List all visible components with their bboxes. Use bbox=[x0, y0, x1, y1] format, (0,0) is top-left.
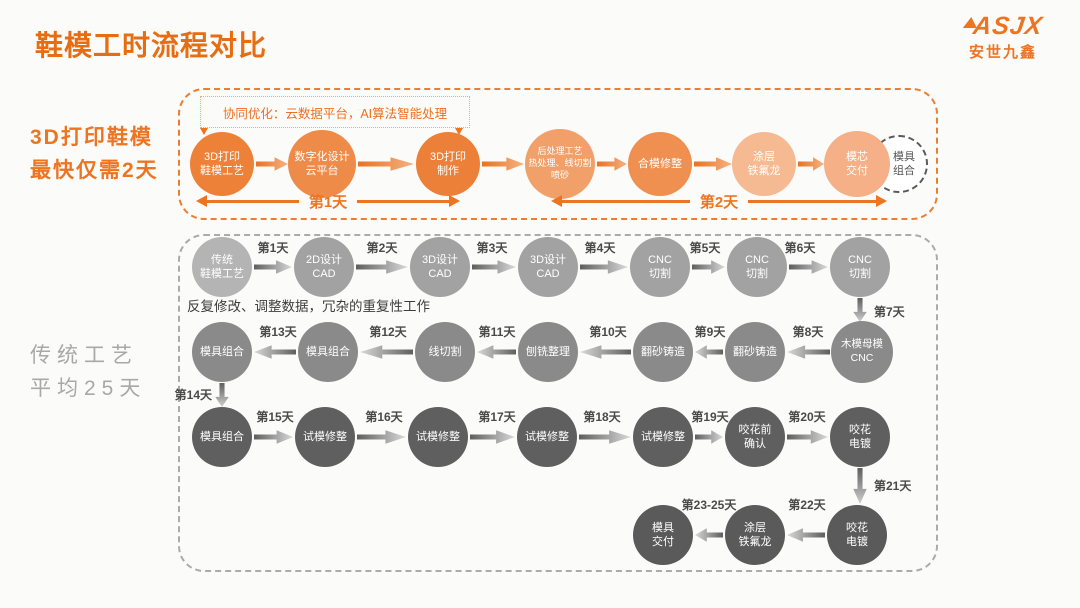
logo-mark-icon: ASJX bbox=[946, 12, 1060, 40]
trad-step: 涂层 铁氟龙 bbox=[725, 505, 785, 565]
trad-step: 试模修整 bbox=[517, 407, 577, 467]
arrow-right-icon bbox=[876, 195, 887, 207]
day-label: 第9天 bbox=[694, 325, 726, 339]
print-callout: 协同优化：云数据平台，AI算法智能处理 bbox=[200, 96, 470, 128]
company-logo: ASJX 安世九鑫 bbox=[946, 12, 1060, 62]
day2-range-arrow: 第2天 bbox=[551, 193, 887, 211]
day1-range-arrow: 第1天 bbox=[196, 193, 460, 211]
day-label: 第5天 bbox=[689, 241, 721, 255]
trad-step: CNC 切割 bbox=[830, 237, 890, 297]
trad-step: 刨铣整理 bbox=[518, 322, 578, 382]
trad-step: 咬花 电镀 bbox=[827, 505, 887, 565]
trad-step: 模具组合 bbox=[298, 322, 358, 382]
arrow-left-icon bbox=[551, 195, 562, 207]
trad-step: 线切割 bbox=[415, 322, 475, 382]
day-label: 第7天 bbox=[874, 305, 905, 319]
day-label: 第3天 bbox=[476, 241, 508, 255]
trad-step: 传统 鞋模工艺 bbox=[192, 237, 252, 297]
day-label: 第13天 bbox=[259, 325, 297, 339]
day-label: 第16天 bbox=[365, 410, 403, 424]
trad-step: 试模修整 bbox=[633, 407, 693, 467]
print-step-3: 3D打印 制作 bbox=[416, 132, 480, 196]
print-step-5: 合模修整 bbox=[628, 132, 692, 196]
trad-step: 模具组合 bbox=[192, 322, 252, 382]
trad-step: 翻砂铸造 bbox=[633, 322, 693, 382]
print-step-1: 3D打印 鞋模工艺 bbox=[190, 132, 254, 196]
day-label: 第20天 bbox=[788, 410, 826, 424]
traditional-side-label: 传统工艺 平均25天 bbox=[30, 344, 147, 400]
trad-step: CNC 切割 bbox=[630, 237, 690, 297]
print-step-7: 模芯 交付 bbox=[824, 131, 890, 197]
trad-step: 翻砂铸造 bbox=[725, 322, 785, 382]
day-label: 第19天 bbox=[691, 410, 729, 424]
trad-step: 3D设计 CAD bbox=[518, 237, 578, 297]
day-label: 第1天 bbox=[257, 241, 289, 255]
day-label: 第10天 bbox=[589, 325, 627, 339]
day-label: 第23-25天 bbox=[681, 498, 737, 512]
day-label: 第14天 bbox=[174, 388, 212, 402]
day-label: 第12天 bbox=[369, 325, 407, 339]
print-side-label: 3D打印鞋模 最快仅需2天 bbox=[30, 126, 159, 182]
arrow-right-icon bbox=[449, 195, 460, 207]
day-label: 第4天 bbox=[584, 241, 616, 255]
print-section-border bbox=[178, 88, 938, 220]
traditional-section-border bbox=[178, 234, 938, 572]
trad-step: 3D设计 CAD bbox=[410, 237, 470, 297]
day-label: 第11天 bbox=[478, 325, 516, 339]
trad-step: CNC 切割 bbox=[727, 237, 787, 297]
page-title: 鞋模工时流程对比 bbox=[35, 30, 268, 61]
trad-step: 试模修整 bbox=[295, 407, 355, 467]
day-label: 第18天 bbox=[583, 410, 621, 424]
print-step-2: 数字化设计 云平台 bbox=[288, 130, 356, 198]
print-step-6: 涂层 铁氟龙 bbox=[732, 132, 796, 196]
day-label: 第6天 bbox=[784, 241, 816, 255]
trad-step: 咬花 电镀 bbox=[830, 407, 890, 467]
day2-label: 第2天 bbox=[699, 193, 739, 211]
company-name: 安世九鑫 bbox=[968, 44, 1037, 61]
day1-label: 第1天 bbox=[308, 193, 348, 211]
callout-arrow-down-icon bbox=[455, 128, 463, 135]
trad-step: 木模母模 CNC bbox=[831, 321, 893, 383]
trad-step: 模具 交付 bbox=[633, 505, 693, 565]
traditional-note: 反复修改、调整数据，冗杂的重复性工作 bbox=[187, 299, 430, 314]
day-label: 第2天 bbox=[366, 241, 398, 255]
trad-step: 2D设计 CAD bbox=[294, 237, 354, 297]
logo-mark-text: ASJX bbox=[971, 12, 1045, 40]
print-step-4: 后处理工艺 热处理、线切割喷砂 bbox=[525, 129, 595, 199]
day-label: 第21天 bbox=[874, 479, 912, 493]
day-label: 第8天 bbox=[792, 325, 824, 339]
arrow-left-icon bbox=[196, 195, 207, 207]
trad-step: 试模修整 bbox=[408, 407, 468, 467]
callout-arrow-down-icon bbox=[200, 128, 208, 135]
trad-step: 模具组合 bbox=[192, 407, 252, 467]
day-label: 第17天 bbox=[478, 410, 516, 424]
day-label: 第15天 bbox=[256, 410, 294, 424]
trad-step: 咬花前 确认 bbox=[725, 407, 785, 467]
day-label: 第22天 bbox=[788, 498, 826, 512]
